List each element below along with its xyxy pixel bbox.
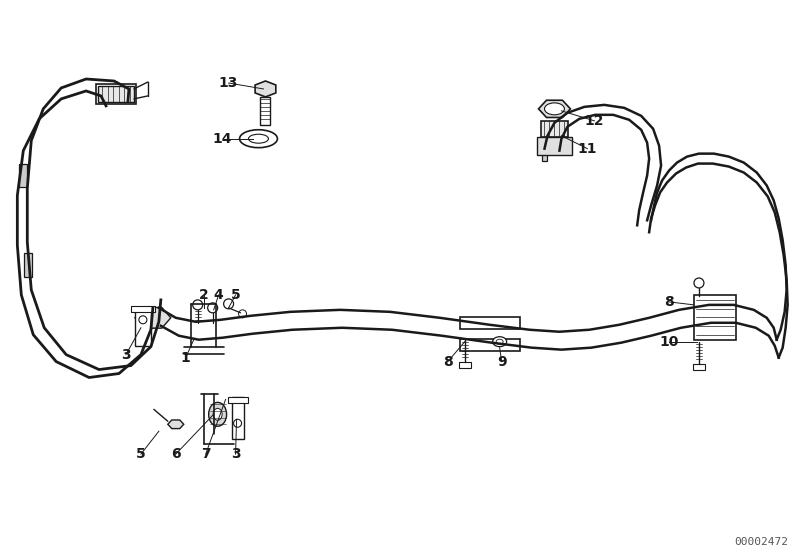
Text: 9: 9 bbox=[497, 354, 507, 368]
Text: 5: 5 bbox=[231, 288, 240, 302]
Bar bbox=[131, 306, 155, 312]
Ellipse shape bbox=[144, 312, 162, 324]
Text: 11: 11 bbox=[578, 141, 597, 155]
Bar bbox=[459, 317, 519, 329]
Ellipse shape bbox=[544, 103, 564, 115]
Text: 13: 13 bbox=[219, 76, 238, 90]
Text: 10: 10 bbox=[659, 335, 678, 349]
Ellipse shape bbox=[240, 130, 277, 148]
Ellipse shape bbox=[496, 339, 503, 344]
Bar bbox=[135, 310, 151, 345]
Text: 2: 2 bbox=[199, 288, 209, 302]
Bar bbox=[24, 253, 32, 277]
Text: 3: 3 bbox=[231, 447, 240, 461]
Bar bbox=[536, 137, 572, 155]
Text: 14: 14 bbox=[213, 132, 233, 146]
Text: 7: 7 bbox=[201, 447, 210, 461]
Bar bbox=[459, 362, 471, 368]
Circle shape bbox=[224, 299, 233, 309]
Text: 00002472: 00002472 bbox=[734, 537, 789, 547]
Bar bbox=[693, 363, 705, 369]
Text: 4: 4 bbox=[214, 288, 224, 302]
Text: 8: 8 bbox=[664, 295, 674, 309]
Polygon shape bbox=[98, 86, 134, 102]
Polygon shape bbox=[539, 100, 570, 117]
Bar bbox=[694, 295, 736, 340]
Bar bbox=[232, 397, 244, 439]
Bar bbox=[540, 121, 568, 137]
Text: 5: 5 bbox=[136, 447, 145, 461]
Polygon shape bbox=[255, 81, 276, 97]
Text: 8: 8 bbox=[443, 354, 453, 368]
Polygon shape bbox=[135, 307, 171, 328]
Circle shape bbox=[208, 303, 217, 313]
Circle shape bbox=[233, 419, 241, 427]
Text: 3: 3 bbox=[121, 348, 131, 362]
Circle shape bbox=[139, 316, 147, 324]
Bar bbox=[19, 164, 27, 187]
Circle shape bbox=[694, 278, 704, 288]
Text: 1: 1 bbox=[181, 350, 191, 364]
Circle shape bbox=[193, 300, 203, 310]
Text: 6: 6 bbox=[171, 447, 181, 461]
Bar bbox=[260, 97, 270, 125]
Ellipse shape bbox=[213, 409, 222, 420]
Ellipse shape bbox=[248, 134, 268, 143]
Ellipse shape bbox=[139, 308, 167, 328]
Ellipse shape bbox=[209, 402, 227, 427]
Bar bbox=[228, 397, 248, 404]
Text: 12: 12 bbox=[585, 114, 604, 128]
Circle shape bbox=[239, 310, 247, 318]
Ellipse shape bbox=[493, 337, 507, 347]
Polygon shape bbox=[168, 420, 184, 429]
Bar bbox=[459, 339, 519, 350]
Bar bbox=[542, 141, 547, 160]
